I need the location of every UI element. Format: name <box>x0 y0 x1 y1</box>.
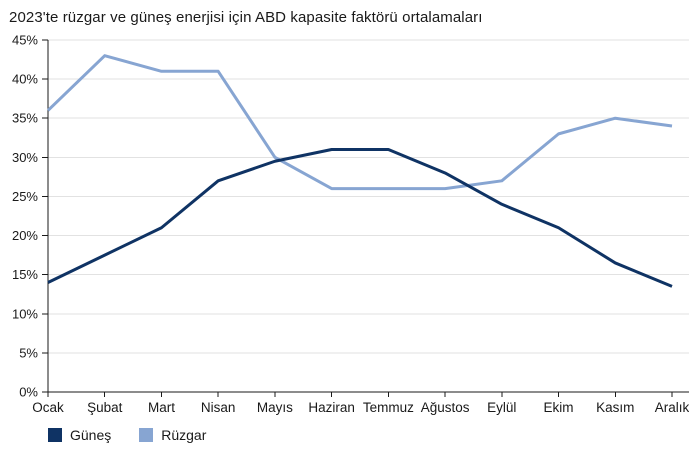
x-axis-label: Ağustos <box>421 400 470 415</box>
y-axis-label: 40% <box>12 72 38 87</box>
y-axis-label: 10% <box>12 306 38 321</box>
y-axis-label: 25% <box>12 189 38 204</box>
capacity-factor-line-chart: 0% 5% 10% 15% 20% 25% 30% 35% 40% 45% Ocak Şubat Mar… <box>12 33 689 415</box>
y-axis-label: 5% <box>19 345 38 360</box>
y-axis-label: 15% <box>12 267 38 282</box>
chart-legend: Güneş Rüzgar <box>48 427 234 443</box>
ruzgar-color-swatch <box>139 428 154 442</box>
x-axis-label: Aralık <box>655 400 689 415</box>
legend-item-gunes: Güneş <box>48 427 111 443</box>
legend-label-ruzgar: Rüzgar <box>161 427 207 443</box>
x-axis-label: Şubat <box>87 400 123 415</box>
series-line-gunes <box>47 148 673 288</box>
x-axis-label: Haziran <box>308 400 355 415</box>
x-axis-label: Temmuz <box>363 400 414 415</box>
legend-label-gunes: Güneş <box>70 427 112 443</box>
gunes-color-swatch <box>48 428 62 442</box>
x-axis-label: Mayıs <box>257 400 293 415</box>
x-axis-label: Eylül <box>487 400 516 415</box>
x-axis-label: Ocak <box>32 400 64 415</box>
chart-title: 2023'te rüzgar ve güneş enerjisi için AB… <box>9 9 483 26</box>
y-axis-label: 45% <box>12 33 38 48</box>
y-axis-label: 35% <box>12 111 38 126</box>
legend-item-ruzgar: Rüzgar <box>139 427 206 443</box>
x-axis-label: Mart <box>148 400 175 415</box>
series-line-ruzgar <box>46 54 673 191</box>
y-axis-label: 30% <box>12 150 38 165</box>
x-axis-label: Ekim <box>544 400 574 415</box>
x-axis-label: Nisan <box>201 400 236 415</box>
x-axis-label: Kasım <box>596 400 634 415</box>
y-axis-label: 20% <box>12 228 38 243</box>
y-axis-label: 0% <box>19 385 38 400</box>
